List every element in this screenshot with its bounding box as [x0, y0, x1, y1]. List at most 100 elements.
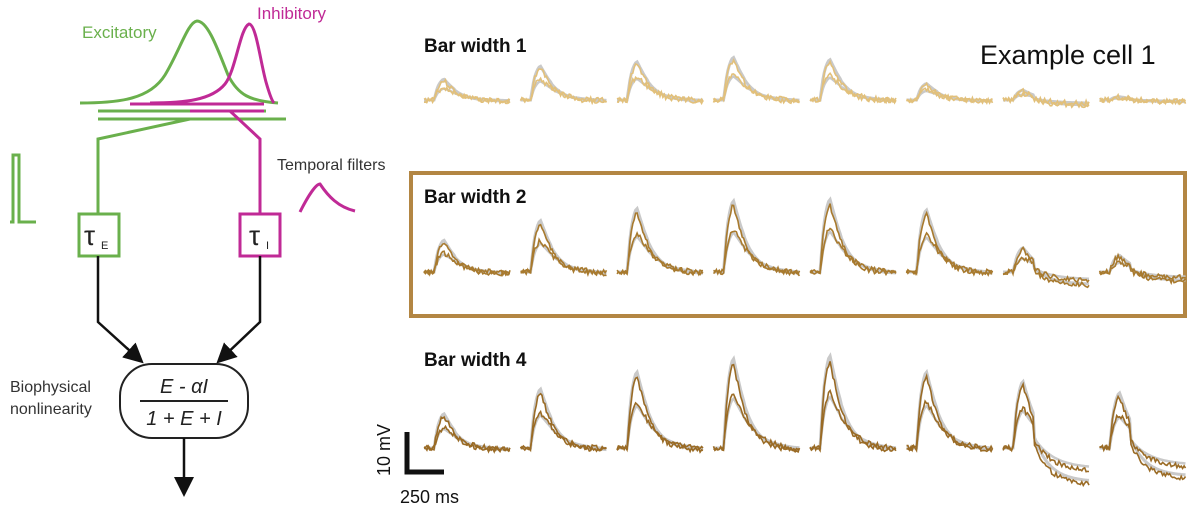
- tau-i-symbol: τ: [249, 220, 260, 251]
- data-trace: [713, 393, 801, 452]
- data-trace: [520, 223, 607, 277]
- data-trace: [519, 76, 607, 104]
- data-trace: [712, 58, 801, 105]
- trace-panel: [809, 57, 897, 105]
- inhibitory-temporal-filter-icon: [298, 182, 356, 213]
- trace-panel: [1098, 252, 1187, 286]
- data-trace: [712, 73, 800, 104]
- trace-panel: [1002, 378, 1090, 488]
- trace-panel: [1002, 87, 1090, 109]
- response-panel: Example cell 1 Bar width 1 Bar width 2 B…: [374, 36, 1187, 507]
- trace-panel: [423, 411, 511, 454]
- excitatory-arrow: [96, 256, 144, 364]
- excitatory-wire: [96, 117, 191, 214]
- data-trace: [809, 361, 897, 453]
- data-trace: [905, 231, 994, 276]
- data-trace: [616, 75, 704, 104]
- trace-panel: [616, 368, 704, 454]
- data-trace: [519, 409, 607, 452]
- data-trace: [712, 230, 801, 276]
- trace-panel: [1099, 390, 1187, 481]
- trace-panel: [905, 207, 994, 277]
- data-trace: [1002, 381, 1090, 488]
- tau-i-subscript: I: [266, 240, 269, 252]
- data-trace: [519, 68, 607, 106]
- row-title-bar-width-4: Bar width 4: [424, 350, 527, 371]
- data-trace: [809, 388, 897, 452]
- excitatory-tuning-curve: [79, 19, 279, 105]
- data-trace: [1099, 394, 1187, 481]
- tau-e-symbol: τ: [84, 220, 95, 251]
- data-trace: [1099, 413, 1187, 470]
- trace-panel: [520, 218, 608, 277]
- trace-panel: [712, 55, 801, 105]
- trace-panel: [905, 81, 994, 105]
- excitatory-temporal-filter-icon: [10, 153, 36, 224]
- inhibitory-tuning-curve: [149, 22, 276, 105]
- inhibitory-wire: [228, 109, 262, 214]
- traces-row-bar-width-1: [423, 55, 1187, 109]
- trace-panel: [519, 64, 607, 106]
- inhibitory-label: Inhibitory: [257, 4, 326, 23]
- data-trace: [1002, 90, 1090, 108]
- trace-panel: [519, 386, 607, 453]
- trace-panel: [423, 238, 511, 277]
- data-trace: [809, 203, 897, 277]
- bar-width-2-highlight-box: [409, 171, 1187, 318]
- data-trace: [616, 376, 704, 454]
- data-trace: [905, 210, 994, 277]
- trace-panel: [712, 197, 801, 277]
- data-trace: [616, 401, 704, 453]
- inhibitory-arrow: [216, 256, 262, 364]
- row-title-bar-width-2: Bar width 2: [424, 187, 526, 208]
- equation-denominator: 1 + E + I: [146, 408, 222, 430]
- trace-panel: [809, 352, 897, 453]
- tau-e-subscript: E: [101, 240, 108, 252]
- example-cell-title: Example cell 1: [980, 40, 1156, 70]
- trace-panel: [712, 355, 801, 454]
- data-trace: [616, 62, 704, 106]
- data-trace: [616, 212, 704, 277]
- trace-panel: [616, 205, 704, 277]
- nonlinearity-label-line2: nonlinearity: [10, 401, 92, 418]
- tau-i-box: [238, 212, 282, 258]
- data-trace: [809, 72, 897, 104]
- data-trace: [1002, 256, 1090, 284]
- trace-panel: [616, 59, 704, 106]
- data-trace: [423, 424, 511, 453]
- data-trace: [1098, 260, 1186, 282]
- data-trace: [906, 399, 994, 453]
- data-trace: [713, 204, 801, 277]
- trace-panel: [906, 368, 994, 454]
- data-trace: [906, 372, 994, 454]
- traces-row-bar-width-2: [423, 196, 1187, 289]
- trace-panel: [1099, 92, 1187, 106]
- scale-bar-horizontal-label: 250 ms: [400, 487, 459, 507]
- model-trace: [1099, 261, 1186, 278]
- data-trace: [809, 227, 897, 275]
- data-trace: [906, 86, 993, 105]
- data-trace: [423, 250, 511, 277]
- data-trace: [1099, 95, 1187, 106]
- data-trace: [616, 230, 704, 277]
- temporal-filters-label: Temporal filters: [277, 157, 385, 174]
- model-trace: [1003, 245, 1090, 286]
- traces-row-bar-width-4: [423, 352, 1187, 488]
- scale-bar-vertical-label: 10 mV: [374, 424, 394, 476]
- excitatory-label: Excitatory: [82, 23, 157, 42]
- data-trace: [424, 85, 511, 105]
- trace-panel: [809, 196, 897, 277]
- scale-bar: [404, 432, 444, 475]
- row-title-bar-width-1: Bar width 1: [424, 36, 527, 57]
- nonlinearity-label-line1: Biophysical: [10, 379, 91, 396]
- data-trace: [1002, 405, 1090, 473]
- data-trace: [712, 363, 801, 454]
- trace-panel: [1002, 245, 1090, 289]
- data-trace: [1002, 246, 1090, 289]
- trace-panel: [423, 77, 511, 105]
- equation-numerator: E - αI: [160, 376, 209, 398]
- data-trace: [520, 237, 608, 276]
- data-trace: [519, 392, 607, 453]
- model-schematic: Excitatory Inhibitory Temporal filters τ…: [10, 4, 385, 497]
